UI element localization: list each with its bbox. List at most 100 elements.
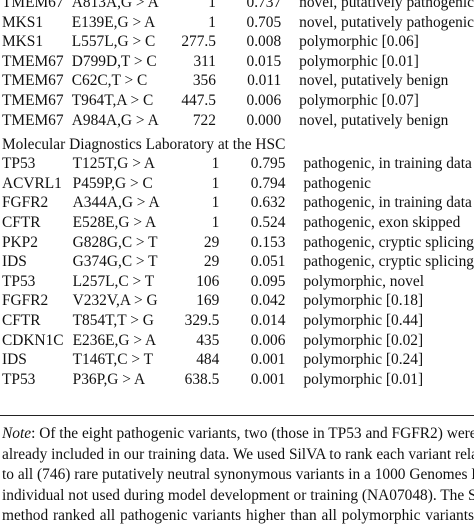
- table-row: TMEM67 D799D,T > C 311 0.015 polymorphic [0.…: [0, 52, 474, 72]
- variant-cell: L557L,G > C: [71, 33, 156, 51]
- table-page: TMEM67 A813A,G > A 1 0.737 novel, putatively…: [0, 0, 474, 389]
- gene-cell: IDS: [2, 253, 27, 271]
- rank-cell: 169: [196, 292, 220, 310]
- table-row: ACVRL1 P459P,G > C 1 0.794 pathogenic: [0, 174, 474, 194]
- rank-cell: 1: [211, 213, 220, 231]
- score-cell: 0.095: [250, 272, 286, 290]
- table-row: FGFR2 A344A,G > A 1 0.632 pathogenic, in tra…: [0, 193, 474, 213]
- gene-cell: PKP2: [2, 233, 38, 251]
- variant-cell: C62C,T > C: [71, 72, 148, 90]
- classification-cell: polymorphic [0.18]: [303, 292, 424, 310]
- note-line-2: already included in our training data. W…: [2, 445, 474, 463]
- variant-cell: P459P,G > C: [72, 174, 153, 192]
- gene-cell: MKS1: [2, 33, 44, 51]
- gene-cell: CFTR: [2, 213, 41, 231]
- variant-cell: T146T,C > T: [72, 351, 154, 369]
- table-row: CFTR T854T,T > G 329.5 0.014 polymorphic [0.…: [0, 311, 474, 331]
- variant-cell: E139E,G > A: [71, 13, 156, 31]
- note-line-5: method ranked all pathogenic variants hi…: [2, 507, 474, 524]
- gene-cell: ACVRL1: [2, 174, 62, 192]
- score-cell: 0.632: [250, 194, 286, 212]
- gene-cell: TMEM67: [2, 52, 64, 70]
- note-label: Note: [2, 425, 32, 442]
- rank-cell: 1: [211, 194, 220, 212]
- gene-cell: FGFR2: [2, 194, 49, 212]
- rank-cell: 106: [196, 272, 220, 290]
- score-cell: 0.795: [250, 155, 286, 173]
- variant-cell: P36P,G > A: [72, 370, 146, 388]
- variant-cell: E528E,G > A: [72, 213, 157, 231]
- variant-cell: A984A,G > A: [71, 111, 159, 129]
- classification-cell: pathogenic, in training data: [303, 155, 472, 173]
- variants-table-top-body: TMEM67 A813A,G > A 1 0.737 novel, putatively…: [0, 0, 474, 130]
- variant-cell: G374G,C > T: [72, 253, 158, 271]
- gene-cell: CFTR: [2, 311, 41, 329]
- rank-cell: 1: [211, 174, 220, 192]
- score-cell: 0.015: [246, 52, 282, 70]
- rank-cell: 1: [208, 0, 216, 11]
- gene-cell: TP53: [2, 155, 36, 173]
- variant-cell: T854T,T > G: [72, 311, 154, 329]
- table-row: IDS T146T,C > T 484 0.001 polymorphic [0.24]: [0, 350, 474, 370]
- table-row: PKP2 G828G,C > T 29 0.153 pathogenic, crypti…: [0, 233, 474, 253]
- gene-cell: TMEM67: [2, 91, 64, 109]
- variant-cell: G828G,C > T: [72, 233, 158, 251]
- score-cell: 0.014: [250, 311, 286, 329]
- score-cell: 0.705: [246, 13, 282, 31]
- rank-cell: 722: [192, 111, 216, 129]
- score-cell: 0.042: [250, 292, 286, 310]
- classification-cell: polymorphic [0.06]: [299, 33, 419, 51]
- score-cell: 0.051: [250, 253, 286, 271]
- note-line-3: to all (746) rare putatively neutral syn…: [2, 466, 474, 483]
- rank-cell: 1: [211, 155, 220, 173]
- variant-cell: A344A,G > A: [72, 194, 160, 212]
- variant-cell: V232V,A > G: [72, 292, 158, 310]
- gene-cell: TP53: [2, 272, 36, 290]
- table-row: MKS1 E139E,G > A 1 0.705 novel, putatively p…: [0, 13, 474, 33]
- table-bottom-rule: [0, 415, 474, 416]
- table-row: IDS G374G,C > T 29 0.051 pathogenic, cryptic…: [0, 252, 474, 272]
- classification-cell: pathogenic, exon skipped: [303, 213, 461, 231]
- table-row: MKS1 L557L,G > C 277.5 0.008 polymorphic [0.…: [0, 32, 474, 52]
- score-cell: 0.001: [250, 351, 286, 369]
- rank-cell: 1: [208, 13, 216, 31]
- section-title: Molecular Diagnostics Laboratory at the …: [2, 136, 286, 154]
- classification-cell: polymorphic, novel: [303, 272, 424, 290]
- gene-cell: FGFR2: [2, 292, 49, 310]
- gene-cell: TMEM67: [2, 0, 64, 11]
- score-cell: 0.794: [250, 174, 286, 192]
- score-cell: 0.153: [250, 233, 286, 251]
- score-cell: 0.001: [250, 370, 286, 388]
- rank-cell: 435: [196, 331, 220, 349]
- score-cell: 0.006: [250, 331, 286, 349]
- table-row: CDKN1C E236E,G > A 435 0.006 polymorphic [0.…: [0, 331, 474, 351]
- score-cell: 0.000: [246, 111, 282, 129]
- variants-table-bottom-body: TP53 T125T,G > A 1 0.795 pathogenic, in trai…: [0, 154, 474, 389]
- gene-cell: TMEM67: [2, 72, 64, 90]
- score-cell: 0.006: [246, 91, 282, 109]
- rank-cell: 29: [203, 253, 220, 271]
- table-row: TMEM67 C62C,T > C 356 0.011 novel, putativel…: [0, 71, 474, 91]
- classification-cell: polymorphic [0.02]: [303, 331, 424, 349]
- classification-cell: novel, putatively benign: [299, 72, 449, 90]
- table-note: Note: Of the eight pathogenic variants, …: [2, 424, 474, 527]
- table-row: TMEM67 A984A,G > A 722 0.000 novel, putative…: [0, 111, 474, 131]
- rank-cell: 356: [192, 72, 216, 90]
- note-line-4: individual not used during model develop…: [2, 486, 474, 504]
- classification-cell: polymorphic [0.01]: [303, 370, 424, 388]
- table-row: TMEM67 A813A,G > A 1 0.737 novel, putatively…: [0, 0, 474, 13]
- score-cell: 0.524: [250, 213, 286, 231]
- score-cell: 0.011: [247, 72, 282, 90]
- table-row: CFTR E528E,G > A 1 0.524 pathogenic, exon sk…: [0, 213, 474, 233]
- gene-cell: CDKN1C: [2, 331, 64, 349]
- classification-cell: polymorphic [0.01]: [299, 52, 419, 70]
- gene-cell: TP53: [2, 370, 36, 388]
- classification-cell: polymorphic [0.24]: [303, 351, 424, 369]
- rank-cell: 484: [196, 351, 220, 369]
- note-line-1: Note: Of the eight pathogenic variants, …: [2, 424, 474, 445]
- variant-cell: E236E,G > A: [72, 331, 157, 349]
- variant-cell: D799D,T > C: [71, 52, 157, 70]
- classification-cell: pathogenic, in training data: [303, 194, 472, 212]
- classification-cell: novel, putatively pathogenic: [299, 13, 474, 31]
- rank-cell: 329.5: [184, 311, 220, 329]
